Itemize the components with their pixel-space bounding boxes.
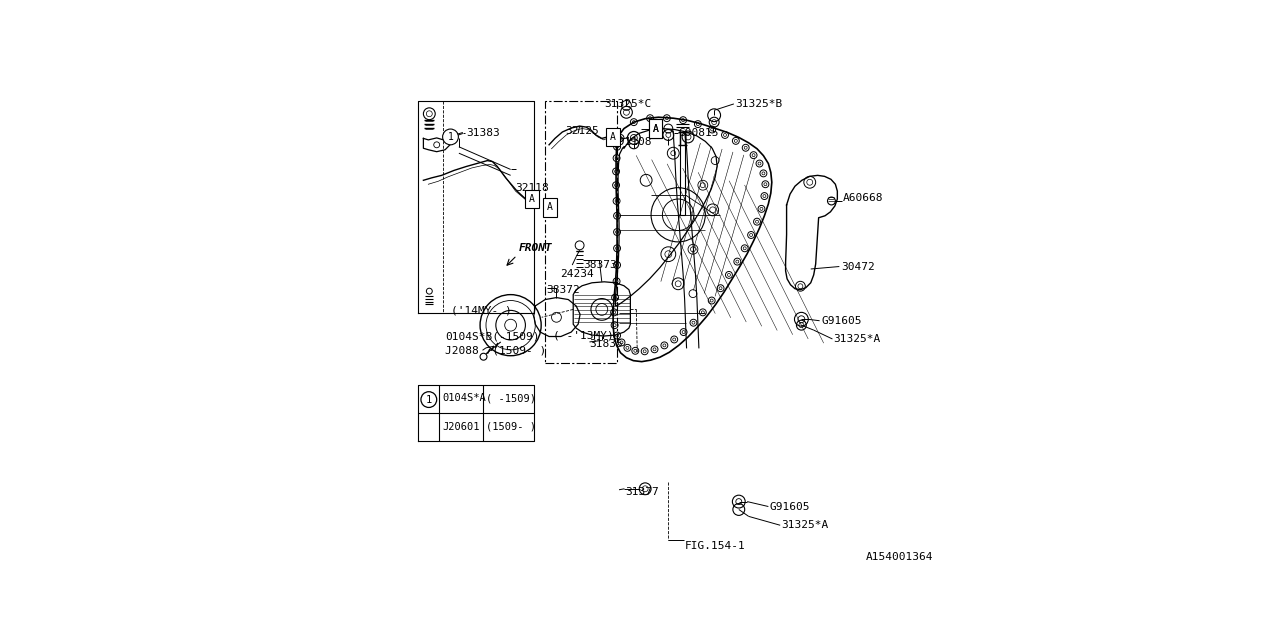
Text: ('14MY- ): ('14MY- ) (452, 306, 512, 316)
Text: 31835: 31835 (590, 339, 623, 349)
Text: 24234: 24234 (559, 269, 594, 279)
Text: 31383: 31383 (466, 129, 500, 138)
Text: A60668: A60668 (844, 193, 883, 202)
Text: 0104S*B(-1509): 0104S*B(-1509) (445, 332, 540, 342)
Text: 0104S*A: 0104S*A (442, 393, 486, 403)
Text: G91605: G91605 (820, 316, 861, 326)
Text: A154001364: A154001364 (865, 552, 933, 563)
Bar (605, 127, 620, 147)
Text: 38373: 38373 (584, 260, 617, 270)
Text: 32125: 32125 (564, 126, 599, 136)
Text: 30472: 30472 (841, 262, 874, 271)
Text: J2088  (1509- ): J2088 (1509- ) (445, 346, 547, 355)
Text: ( -1509): ( -1509) (486, 393, 536, 403)
Bar (649, 119, 663, 138)
Text: 31325*A: 31325*A (782, 520, 829, 531)
Text: A: A (529, 194, 535, 204)
Text: 31325*A: 31325*A (833, 334, 881, 344)
Bar (525, 189, 539, 209)
Text: A: A (547, 202, 553, 212)
Text: 31325*B: 31325*B (735, 99, 782, 109)
Text: A: A (609, 132, 616, 142)
Text: G91108: G91108 (612, 137, 652, 147)
Text: ( -'13MY): ( -'13MY) (553, 330, 613, 340)
Text: 38372: 38372 (547, 285, 580, 295)
Text: 31325*C: 31325*C (604, 99, 652, 109)
Text: FIG.154-1: FIG.154-1 (685, 541, 745, 551)
Text: J20601: J20601 (442, 422, 480, 432)
Text: FRONT: FRONT (518, 243, 553, 253)
Text: 31377: 31377 (626, 487, 659, 497)
Bar (649, 119, 663, 138)
Text: G90815: G90815 (678, 129, 718, 138)
Text: A: A (653, 124, 658, 134)
Text: 1: 1 (426, 395, 431, 404)
Bar (543, 198, 557, 217)
Circle shape (421, 392, 436, 408)
Text: (1509- ): (1509- ) (486, 422, 536, 432)
Text: A: A (653, 124, 658, 134)
Text: 1: 1 (448, 132, 453, 142)
Circle shape (443, 129, 458, 145)
Text: G91605: G91605 (769, 502, 810, 511)
Text: 32118: 32118 (516, 182, 549, 193)
